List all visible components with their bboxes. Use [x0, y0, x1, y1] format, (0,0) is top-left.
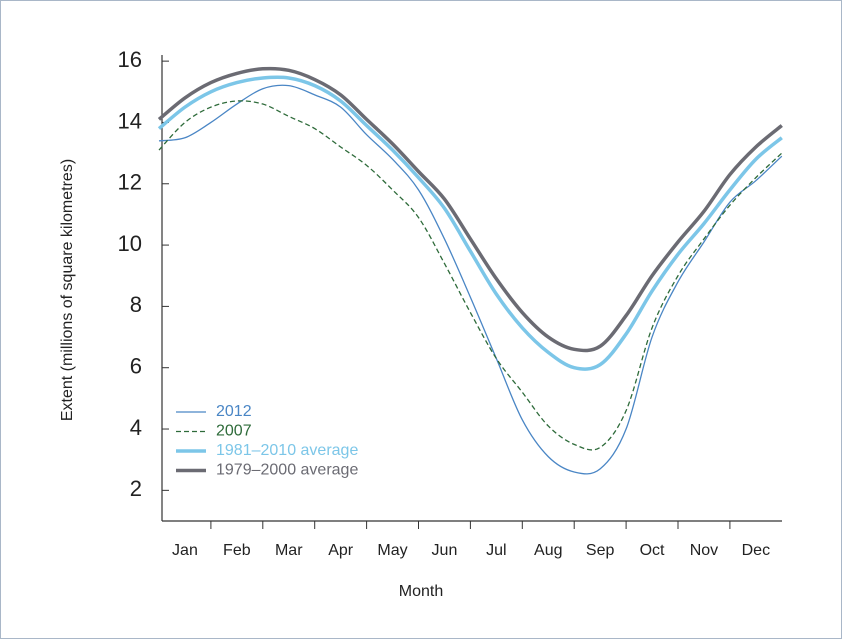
series-line	[157, 66, 783, 353]
series-line	[157, 75, 783, 371]
y-tick-label: 2	[130, 476, 142, 501]
legend-label: 1979–2000 average	[216, 462, 358, 479]
y-tick-label: 16	[118, 47, 142, 72]
x-tick-label: Feb	[223, 542, 251, 559]
x-tick-label: Aug	[534, 542, 562, 559]
x-tick-label: Dec	[742, 542, 770, 559]
x-tick-label: Sep	[586, 542, 615, 559]
y-tick-label: 12	[118, 170, 142, 195]
y-tick-label: 4	[130, 415, 142, 440]
x-tick-label: Jul	[486, 542, 506, 559]
series-line	[158, 100, 783, 451]
y-axis-label: Extent (millions of square kilometres)	[59, 159, 76, 421]
y-tick-label: 8	[130, 292, 142, 317]
x-tick-label: Jun	[432, 542, 458, 559]
x-tick-label: May	[377, 542, 407, 559]
x-axis-label: Month	[399, 583, 443, 600]
y-tick-label: 6	[130, 354, 142, 379]
x-tick-label: Apr	[328, 542, 354, 559]
y-tick-label: 14	[118, 108, 142, 133]
series-line	[158, 84, 783, 475]
x-tick-label: Oct	[640, 542, 665, 559]
x-tick-label: Nov	[690, 542, 718, 559]
legend-label: 2007	[216, 423, 252, 440]
legend-label: 1981–2010 average	[216, 442, 358, 459]
x-tick-label: Mar	[275, 542, 303, 559]
x-tick-label: Jan	[172, 542, 198, 559]
y-tick-label: 10	[118, 231, 142, 256]
legend-label: 2012	[216, 403, 252, 420]
